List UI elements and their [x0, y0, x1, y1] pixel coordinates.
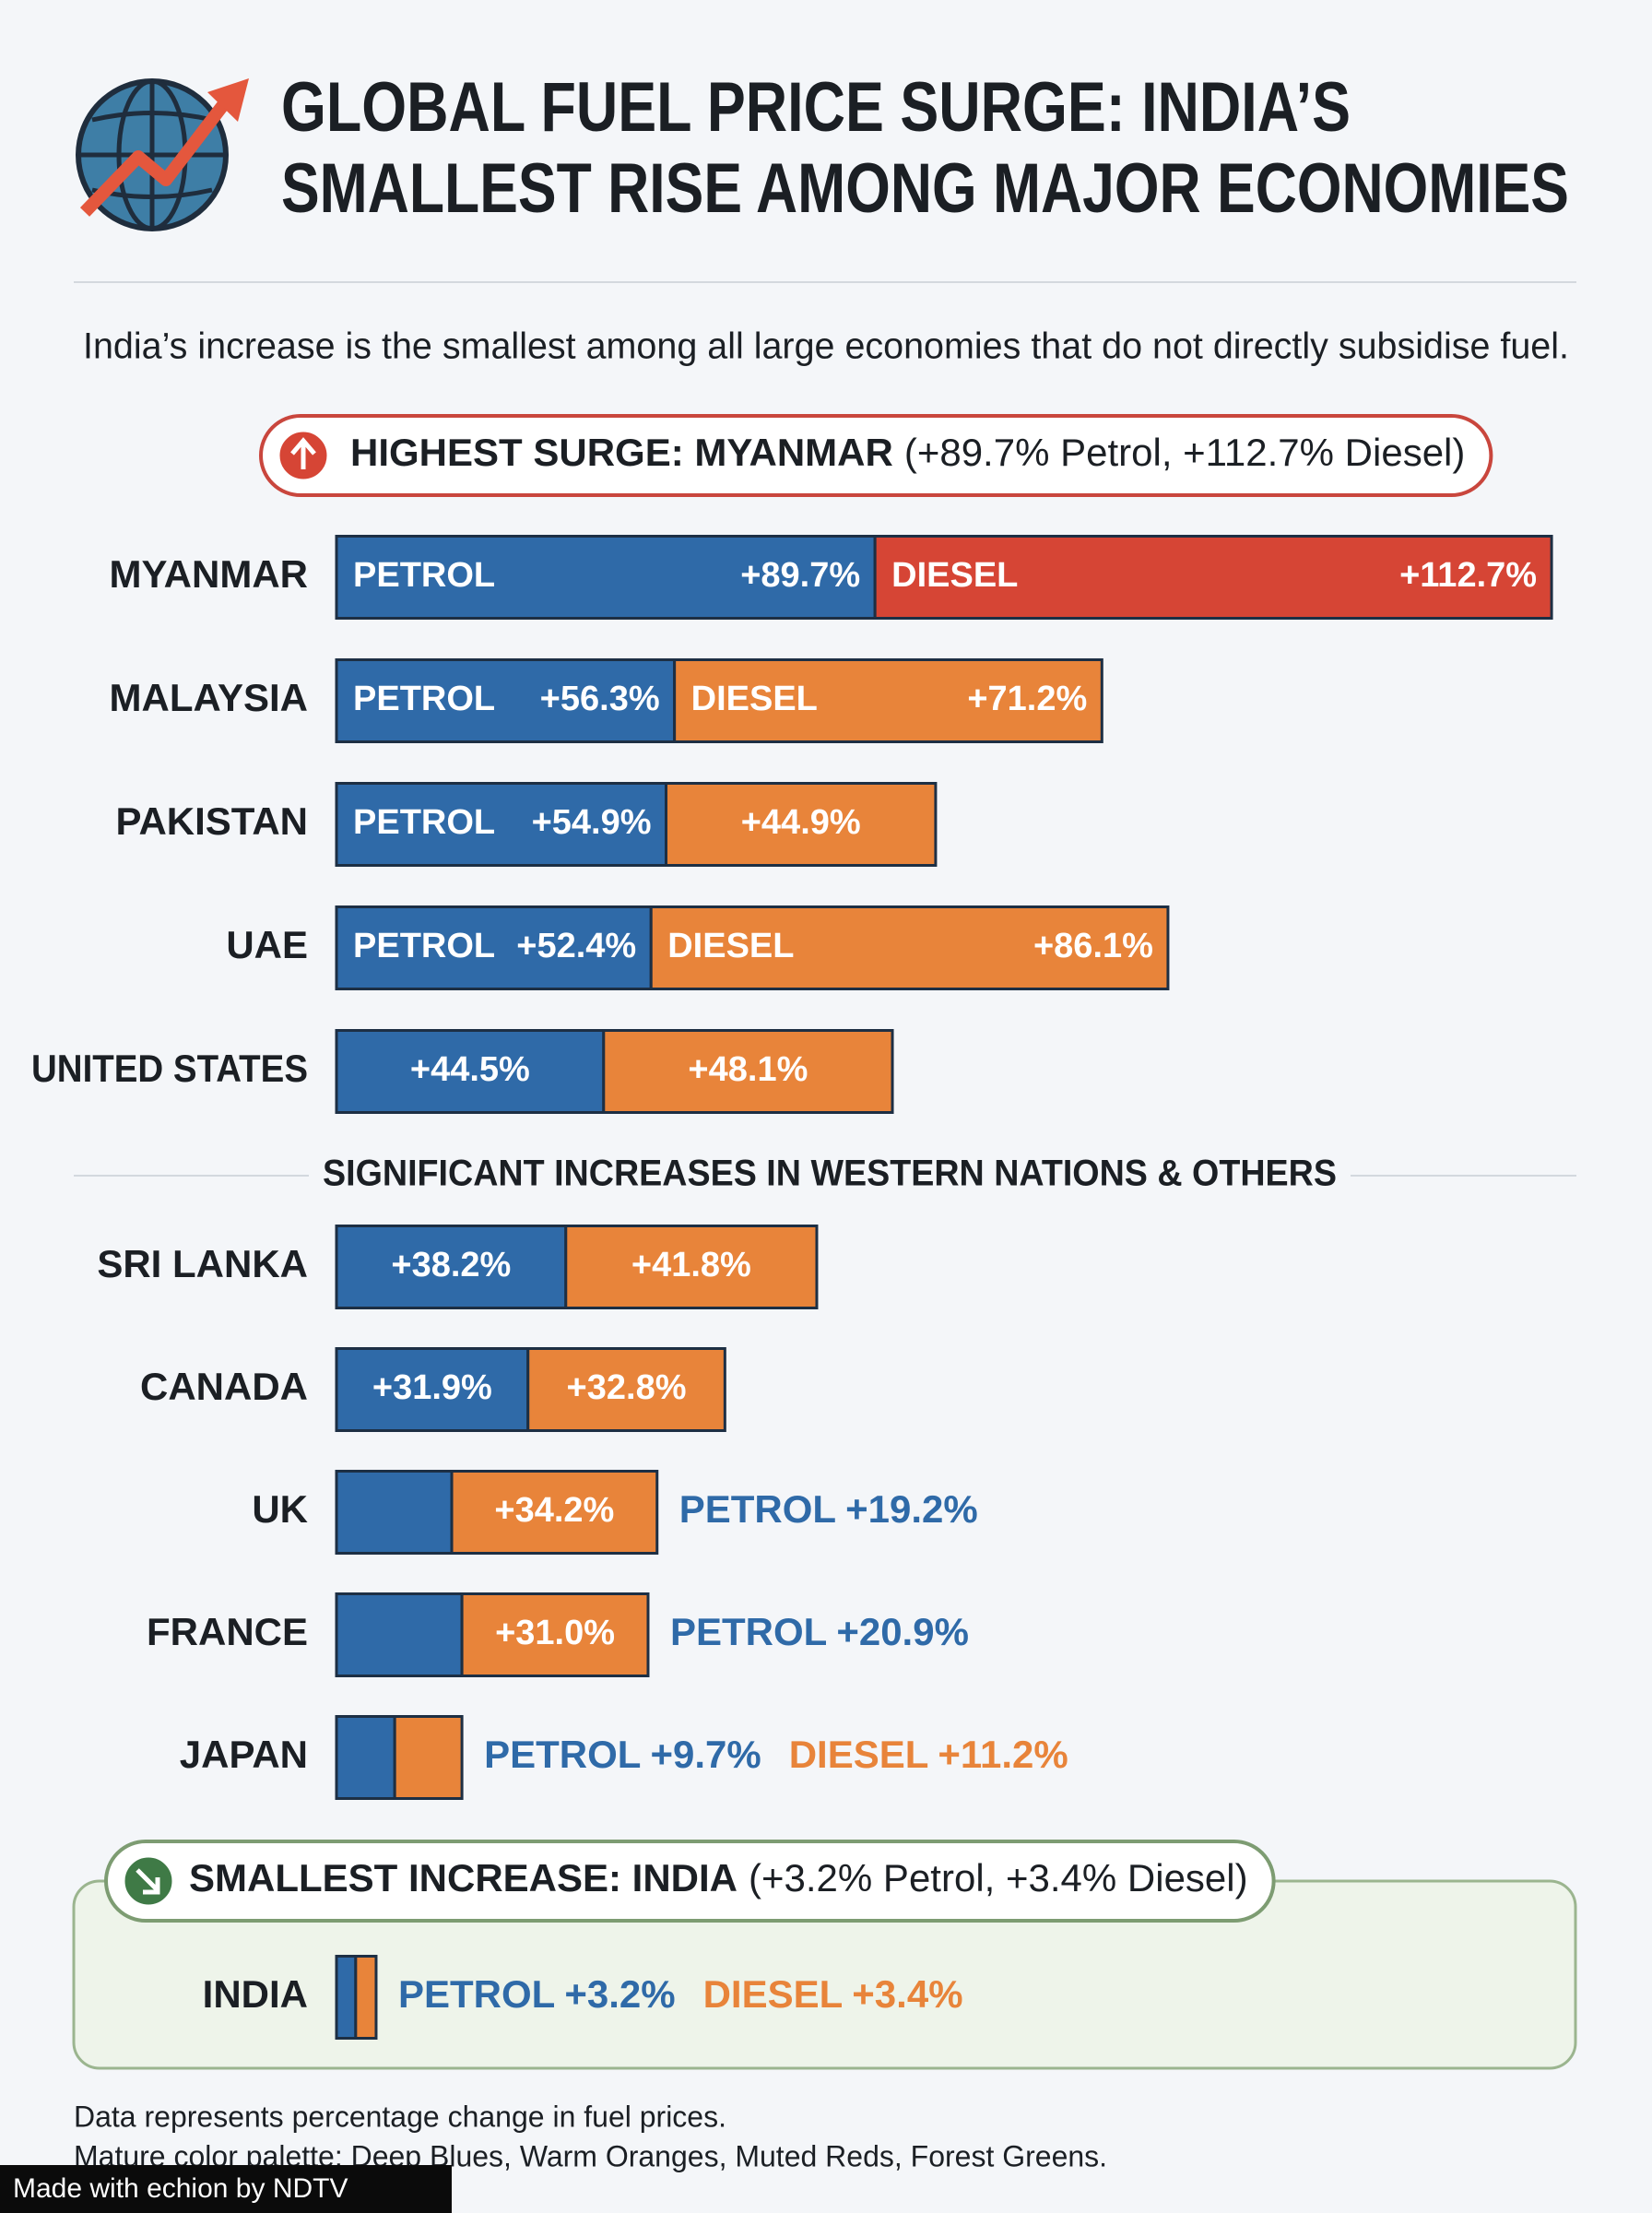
category-label: SRI LANKA — [97, 1242, 308, 1285]
category-label: PAKISTAN — [116, 799, 308, 843]
value-label: +32.8% — [567, 1368, 687, 1407]
category-label: JAPAN — [180, 1733, 308, 1776]
value-label: +54.9% — [532, 803, 652, 842]
bar-segment — [673, 658, 1103, 743]
footer-note: Data represents percentage change in fue… — [74, 2100, 726, 2133]
outside-label: DIESEL +11.2% — [789, 1733, 1068, 1776]
badge-text: Made with echion by NDTV — [13, 2173, 348, 2204]
category-label: UAE — [226, 923, 308, 966]
segment-name: DIESEL — [891, 556, 1018, 595]
segment-name: DIESEL — [789, 1733, 929, 1776]
bar-segment — [335, 1955, 358, 2040]
value-label: +11.2% — [938, 1733, 1068, 1776]
bar-segment — [450, 1470, 659, 1555]
segment-name: PETROL — [353, 556, 495, 595]
value-label: +44.5% — [410, 1050, 530, 1089]
segment-name: PETROL — [353, 927, 495, 965]
value-label: +31.9% — [372, 1368, 492, 1407]
category-label: UNITED STATES — [31, 1047, 308, 1090]
chart-title: HIGHEST SURGE: MYANMAR — [350, 431, 893, 474]
value-label: +3.4% — [852, 1972, 962, 2016]
outside-label: PETROL +9.7% — [484, 1733, 761, 1776]
value-label: +38.2% — [391, 1246, 511, 1284]
bar-segment — [335, 1347, 530, 1432]
callout-icon-arrow — [136, 1868, 160, 1895]
bar-segment — [873, 535, 1553, 620]
bar-segment — [602, 1029, 894, 1114]
bar-segment — [335, 535, 877, 620]
segment-name: PETROL — [398, 1972, 555, 2016]
segment-name: PETROL — [484, 1733, 641, 1776]
value-label: +19.2% — [845, 1487, 978, 1531]
value-label: +89.7% — [740, 556, 860, 595]
globe-icon — [76, 78, 249, 231]
category-label: MYANMAR — [110, 552, 308, 596]
bar-segment — [460, 1592, 650, 1677]
outside-label: PETROL +3.2% — [398, 1972, 676, 2016]
bar-segment — [335, 782, 668, 867]
category-label: CANADA — [140, 1365, 308, 1408]
bar-segment — [526, 1347, 726, 1432]
value-label: +86.1% — [1033, 927, 1153, 965]
bar-segment — [335, 1225, 568, 1309]
chart-heading: HIGHEST SURGE: MYANMAR (+89.7% Petrol, +1… — [350, 431, 1465, 474]
category-label: UK — [252, 1487, 308, 1531]
bar-segment — [649, 905, 1170, 990]
value-label: +112.7% — [1399, 556, 1537, 595]
chart-title: SMALLEST INCREASE: INDIA — [189, 1856, 738, 1899]
outside-label: PETROL +20.9% — [670, 1610, 969, 1653]
outside-label: DIESEL +3.4% — [703, 1972, 963, 2016]
segment-name: PETROL — [670, 1610, 827, 1653]
page-title: SMALLEST RISE AMONG MAJOR ECONOMIES — [281, 149, 1569, 228]
bar-segment — [393, 1715, 464, 1800]
value-label: +48.1% — [688, 1050, 808, 1089]
value-label: +31.0% — [495, 1614, 615, 1652]
bar-segment — [335, 1715, 396, 1800]
badge — [0, 2165, 452, 2213]
category-label: INDIA — [203, 1972, 308, 2016]
bar-segment — [665, 782, 938, 867]
value-label: +44.9% — [741, 803, 861, 842]
chart-subtitle: (+3.2% Petrol, +3.4% Diesel) — [749, 1856, 1248, 1899]
value-label: +56.3% — [540, 680, 660, 718]
value-label: +52.4% — [516, 927, 636, 965]
outside-label: PETROL +19.2% — [679, 1487, 978, 1531]
value-label: +41.8% — [631, 1246, 751, 1284]
segment-name: PETROL — [353, 803, 495, 842]
callout-pill — [104, 1840, 1276, 1923]
chart-heading: SMALLEST INCREASE: INDIA (+3.2% Petrol, +… — [189, 1856, 1248, 1899]
value-label: +3.2% — [564, 1972, 675, 2016]
bar-segment — [335, 1592, 464, 1677]
bar-segment — [335, 1029, 606, 1114]
bar-segment — [564, 1225, 819, 1309]
value-label: +34.2% — [494, 1491, 614, 1530]
bar-segment — [335, 1470, 454, 1555]
page-title: GLOBAL FUEL PRICE SURGE: INDIA’S — [281, 68, 1351, 147]
segment-name: DIESEL — [703, 1972, 844, 2016]
callout-pill — [259, 414, 1493, 497]
chart-subtitle: (+89.7% Petrol, +112.7% Diesel) — [904, 431, 1466, 474]
subtitle: India’s increase is the smallest among a… — [83, 326, 1569, 367]
category-label: FRANCE — [147, 1610, 308, 1653]
value-label: +20.9% — [836, 1610, 969, 1653]
value-label: +9.7% — [650, 1733, 761, 1776]
segment-name: DIESEL — [691, 680, 818, 718]
segment-name: PETROL — [679, 1487, 836, 1531]
callout-icon-arrow — [290, 437, 316, 469]
category-label: MALAYSIA — [110, 676, 308, 719]
value-label: +71.2% — [967, 680, 1087, 718]
segment-name: DIESEL — [667, 927, 794, 965]
bar-segment — [354, 1955, 378, 2040]
segment-name: PETROL — [353, 680, 495, 718]
chart-title: SIGNIFICANT INCREASES IN WESTERN NATIONS… — [323, 1154, 1337, 1194]
